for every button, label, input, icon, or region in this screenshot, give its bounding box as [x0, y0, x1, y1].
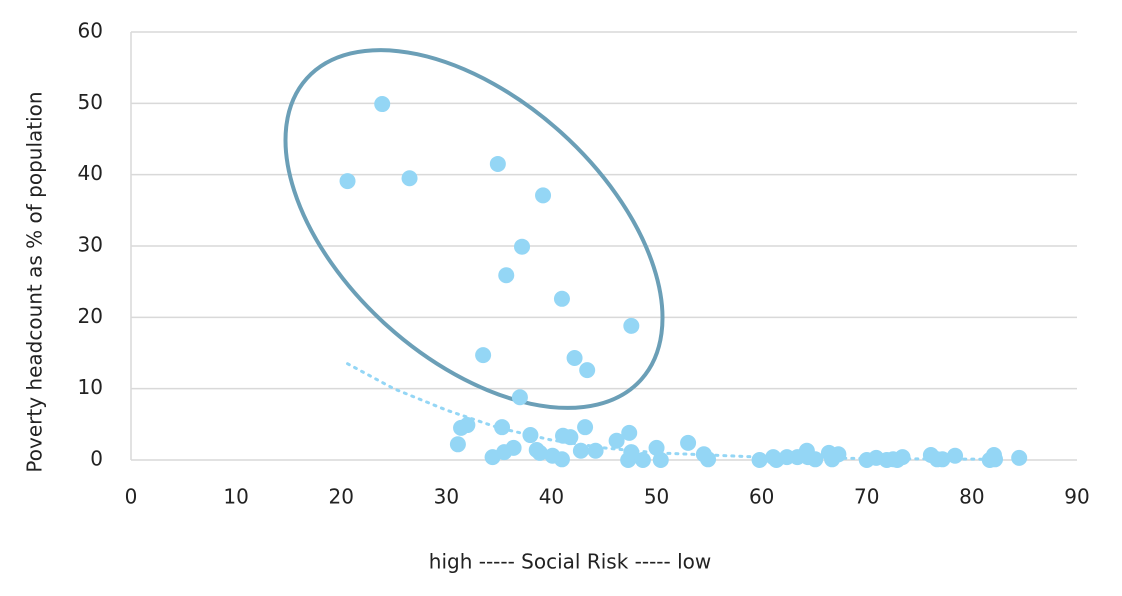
x-tick-label: 30 — [434, 485, 459, 509]
scatter-point — [751, 452, 768, 468]
scatter-point — [634, 452, 651, 468]
scatter-point — [608, 432, 625, 449]
scatter-point — [339, 173, 356, 190]
scatter-point — [587, 442, 604, 459]
x-tick-label: 20 — [328, 485, 353, 509]
scatter-point — [535, 187, 552, 204]
scatter-point — [494, 419, 511, 436]
scatter-point — [401, 170, 418, 187]
scatter-point — [553, 290, 570, 307]
scatter-point — [894, 449, 911, 466]
scatter-point — [623, 317, 640, 334]
scatter-point — [807, 451, 824, 468]
x-tick-label: 80 — [959, 485, 984, 509]
x-tick-label: 70 — [854, 485, 879, 509]
scatter-point — [531, 444, 548, 461]
scatter-point — [374, 96, 391, 113]
scatter-point — [475, 347, 492, 364]
scatter-point — [987, 451, 1004, 468]
y-axis-label: Poverty headcount as % of population — [23, 91, 47, 472]
scatter-point — [505, 439, 522, 456]
x-tick-label: 90 — [1064, 485, 1089, 509]
scatter-point — [623, 444, 640, 461]
scatter-point — [648, 439, 665, 456]
y-tick-label: 60 — [78, 19, 103, 43]
highlight-ellipse — [283, 48, 665, 410]
y-tick-label: 30 — [78, 233, 103, 257]
y-tick-label: 40 — [78, 161, 103, 185]
scatter-point — [514, 238, 531, 255]
y-tick-label: 50 — [78, 90, 103, 114]
x-tick-label: 10 — [223, 485, 248, 509]
x-tick-label: 50 — [644, 485, 669, 509]
scatter-point — [449, 436, 466, 453]
scatter-point — [498, 267, 515, 284]
scatter-point — [1011, 449, 1028, 466]
scatter-point — [522, 427, 539, 444]
scatter-point — [562, 429, 579, 446]
x-tick-label: 0 — [125, 485, 138, 509]
x-tick-label: 40 — [539, 485, 564, 509]
scatter-point — [947, 447, 964, 464]
scatter-point — [553, 451, 570, 468]
y-tick-label: 20 — [78, 304, 103, 328]
x-tick-label: 60 — [749, 485, 774, 509]
scatter-point — [579, 362, 596, 379]
y-tick-label: 0 — [90, 447, 103, 471]
scatter-point — [577, 419, 594, 436]
scatter-point — [459, 417, 476, 434]
scatter-point — [652, 452, 669, 468]
scatter-point — [830, 446, 847, 463]
x-axis-label: high ----- Social Risk ----- low — [429, 550, 711, 574]
scatter-point — [566, 349, 583, 366]
scatter-point — [934, 451, 951, 468]
scatter-point — [572, 442, 589, 459]
scatter-point — [511, 389, 528, 406]
scatter-point — [621, 424, 638, 441]
scatter-point — [700, 451, 717, 468]
y-tick-label: 10 — [78, 375, 103, 399]
trendline — [346, 362, 995, 461]
scatter-point — [489, 155, 506, 172]
scatter-point — [680, 434, 697, 451]
